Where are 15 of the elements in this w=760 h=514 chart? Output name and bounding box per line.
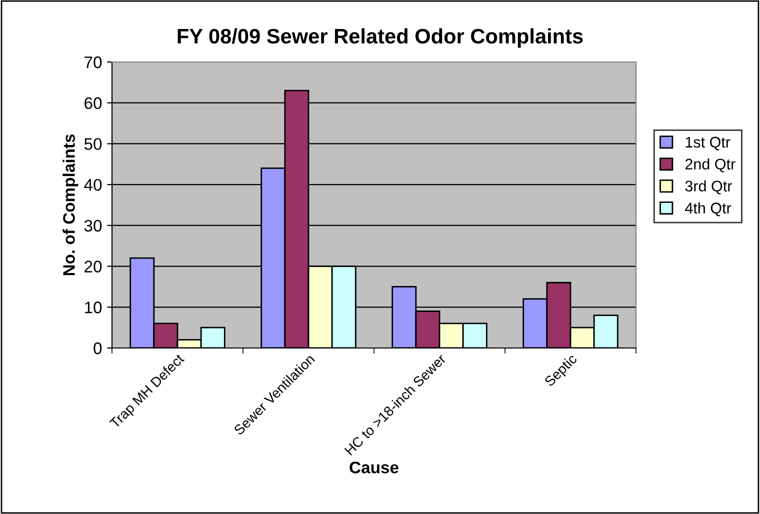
- y-tick-label: 40: [84, 178, 102, 191]
- x-axis-title: Cause: [350, 462, 398, 474]
- legend-label: 1st Qtr: [686, 136, 730, 150]
- y-tick-label: 50: [84, 138, 102, 150]
- y-tick-label: 30: [84, 220, 102, 232]
- y-tick-label: 60: [84, 97, 102, 110]
- legend-label: 4th Qtr: [685, 202, 732, 216]
- y-axis-title: No. of Complaints: [62, 134, 78, 276]
- y-tick-label: 20: [84, 260, 102, 272]
- y-tick-label: 10: [85, 302, 102, 314]
- legend-label: 3rd Qtr: [685, 180, 732, 194]
- chart-title: FY 08/09 Sewer Related Odor Complaints: [178, 28, 583, 48]
- y-tick-label: 70: [84, 56, 102, 68]
- legend-label: 2nd Qtr: [685, 158, 736, 172]
- y-tick-label: 0: [94, 342, 102, 354]
